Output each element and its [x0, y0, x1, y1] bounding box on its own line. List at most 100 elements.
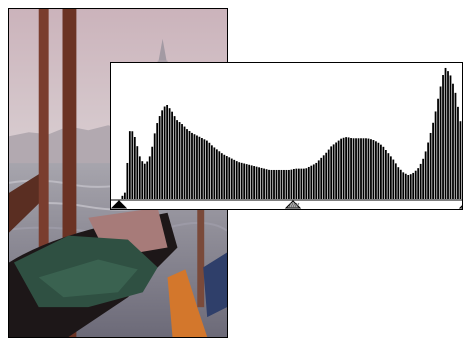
histogram-bar	[193, 134, 196, 199]
histogram-bar	[375, 141, 377, 199]
histogram-bar	[168, 108, 171, 199]
histogram-bar	[181, 124, 183, 199]
histogram-bar	[178, 122, 181, 199]
histogram-bar	[332, 144, 335, 199]
histogram-bar	[131, 131, 134, 199]
shadow-input-slider[interactable]	[111, 200, 128, 209]
histogram-bar	[312, 164, 315, 199]
histogram-bar	[210, 145, 213, 199]
histogram-bar	[452, 83, 454, 199]
histogram-bar	[220, 153, 223, 199]
histogram-bar	[330, 146, 333, 199]
histogram-bar	[419, 163, 422, 199]
histogram-bar	[380, 144, 382, 199]
histogram-bar	[278, 169, 280, 199]
histogram-bar	[342, 137, 345, 199]
histogram-bar	[191, 132, 193, 199]
histogram-bar	[228, 157, 231, 199]
histogram-bar	[412, 172, 415, 199]
histogram-bar	[322, 155, 325, 199]
histogram-bar	[196, 135, 198, 199]
histogram-bar	[250, 165, 253, 199]
histogram-bar	[146, 161, 149, 199]
histogram-bar	[223, 154, 226, 199]
histogram-bar	[432, 122, 434, 199]
histogram-bar	[171, 111, 173, 199]
histogram-bar	[335, 142, 338, 199]
histogram-bar	[288, 169, 290, 199]
histogram-bar	[218, 151, 221, 199]
histogram-bar	[360, 138, 362, 199]
histogram-bar	[285, 169, 288, 199]
histogram-bar	[454, 92, 457, 199]
histogram-bar	[183, 126, 186, 199]
histogram-bar	[325, 152, 328, 199]
histogram-bar	[362, 138, 365, 199]
histogram-bar	[198, 136, 201, 199]
histogram-bar	[176, 120, 178, 199]
histogram-bar	[233, 159, 236, 199]
histogram-chart	[111, 67, 463, 209]
histogram-bar	[429, 132, 432, 199]
histogram-bar	[128, 131, 131, 199]
histogram-bar	[225, 156, 228, 199]
histogram-bar	[265, 169, 268, 199]
histogram-bar	[315, 162, 318, 199]
histogram-bar	[320, 157, 323, 199]
histogram-bar	[143, 163, 146, 199]
histogram-bar	[126, 162, 129, 199]
histogram-bar	[399, 169, 402, 199]
histogram-bar	[442, 75, 444, 199]
midtone-input-slider[interactable]	[284, 200, 302, 209]
histogram-bar	[188, 131, 191, 199]
histogram-bar	[166, 105, 169, 199]
histogram-bar	[377, 142, 380, 199]
histogram-bar	[424, 151, 427, 199]
histogram-bar	[121, 195, 124, 199]
histogram-bar	[173, 116, 176, 199]
histogram-bar	[397, 167, 400, 199]
histogram-bar	[402, 172, 405, 199]
histogram-bar	[208, 142, 211, 199]
histogram-bar	[449, 75, 452, 199]
histogram-bar	[253, 166, 256, 199]
histogram-bar	[352, 138, 355, 199]
histogram-bar	[392, 159, 395, 199]
histogram-bar	[459, 121, 462, 199]
histogram-bar	[394, 163, 397, 199]
histogram-bar	[414, 170, 417, 199]
histogram-bar	[300, 168, 303, 199]
histogram-bar	[235, 161, 238, 199]
histogram-bar	[240, 162, 243, 199]
histogram-bar	[365, 138, 367, 199]
histogram-bar	[161, 110, 164, 199]
histogram-bar	[409, 174, 412, 199]
histogram-bar	[305, 168, 308, 199]
histogram-bar	[280, 169, 283, 199]
histogram-bar	[370, 139, 372, 199]
histogram-bar	[151, 146, 154, 199]
histogram-bar	[295, 168, 298, 199]
histogram-bar	[302, 168, 305, 199]
histogram-bar	[255, 166, 258, 199]
highlight-input-slider[interactable]	[458, 201, 463, 209]
histogram-bar	[258, 167, 260, 199]
histogram-bar	[215, 149, 218, 199]
histogram-bar	[203, 139, 206, 199]
histogram-bar	[382, 146, 385, 199]
histogram-bar	[158, 116, 161, 199]
histogram-bar	[138, 156, 141, 199]
histogram-bar	[307, 166, 310, 199]
histogram-bar	[417, 168, 420, 199]
histogram-bar	[367, 138, 370, 199]
histogram-bar	[290, 169, 293, 199]
histogram-bar	[439, 86, 442, 199]
histogram-bar	[273, 169, 275, 199]
histogram-bar	[123, 192, 126, 199]
histogram-bar	[340, 138, 343, 199]
histogram-bar	[345, 137, 347, 199]
histogram-bar	[427, 142, 430, 199]
histogram-bar	[310, 165, 313, 199]
histogram-panel	[110, 62, 463, 210]
histogram-bar	[384, 150, 387, 199]
